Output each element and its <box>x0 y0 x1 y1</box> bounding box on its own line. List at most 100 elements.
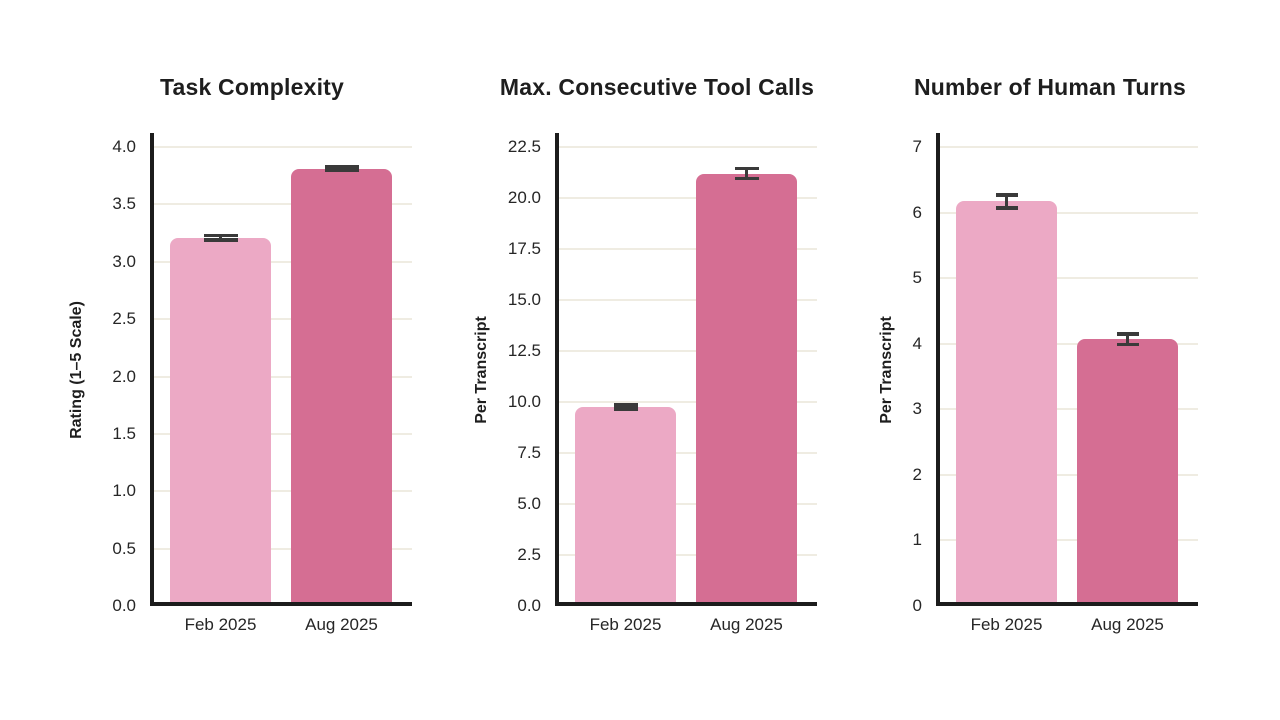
y-tick-label: 0.0 <box>517 596 541 615</box>
x-tick-label-aug-2025: Aug 2025 <box>1091 615 1164 634</box>
gridline <box>938 211 1198 214</box>
y-tick-label: 2.5 <box>112 309 136 329</box>
chart-title: Number of Human Turns <box>913 74 1187 100</box>
chart-title: Max. Consecutive Tool Calls <box>499 74 815 100</box>
y-tick-label: 1.0 <box>112 481 136 501</box>
bar-aug-2025 <box>291 168 392 606</box>
error-cap-top-aug-2025 <box>734 166 759 171</box>
y-tick-label: 5.0 <box>517 494 541 513</box>
y-tick-labels: 0 1 2 3 4 5 6 7 <box>902 133 936 615</box>
y-tick-label: 2 <box>912 464 922 484</box>
y-tick-label: 4.0 <box>112 137 136 156</box>
y-tick-label: 5 <box>912 268 922 288</box>
gridline <box>938 408 1198 411</box>
y-tick-label: 10.0 <box>507 392 541 411</box>
error-bar-feb-2025 <box>219 235 222 240</box>
x-tick-labels: Feb 2025 Aug 2025 <box>150 615 412 643</box>
gridline <box>938 277 1198 280</box>
gridline <box>557 401 817 403</box>
y-axis-label-column: Per Transcript <box>872 133 902 606</box>
x-tick-label-aug-2025: Aug 2025 <box>305 615 378 634</box>
x-axis-line <box>555 602 817 606</box>
y-tick-label: 12.5 <box>507 341 541 360</box>
y-axis-line <box>555 133 559 606</box>
chart-title: Task Complexity <box>159 74 345 100</box>
error-cap-top-feb-2025 <box>613 403 638 407</box>
y-tick-label: 15.0 <box>507 290 541 309</box>
gridline <box>557 452 817 454</box>
error-cap-bottom-feb-2025 <box>995 206 1018 210</box>
x-axis-line <box>936 602 1198 606</box>
chart-max-consecutive-tool-calls: Max. Consecutive Tool Calls Per Transcrip… <box>467 74 817 643</box>
y-tick-label: 20.0 <box>507 188 541 207</box>
gridline <box>938 146 1198 148</box>
gridline <box>557 299 817 301</box>
gridline <box>152 432 412 435</box>
gridline <box>557 554 817 556</box>
gridline <box>152 260 412 263</box>
chart-task-complexity: Task Complexity Rating (1–5 Scale) 0.0 0.5 1… <box>62 74 412 643</box>
chart-body: Rating (1–5 Scale) 0.0 0.5 1.0 1.5 2.0 2.5 3.0 3… <box>62 133 412 615</box>
y-tick-label: 1.5 <box>112 423 136 443</box>
y-axis-label: Per Transcript <box>878 315 895 424</box>
error-cap-top-feb-2025 <box>203 233 238 238</box>
gridline <box>557 350 817 352</box>
chart-body: Per Transcript 0.0 2.5 5.0 7.5 10.0 12.5 15.0 17… <box>467 133 817 615</box>
plot-area <box>936 133 1198 606</box>
chart-number-of-human-turns: Number of Human Turns Per Transcript 0 1 2 3 4… <box>872 74 1198 643</box>
error-bar-feb-2025 <box>1005 194 1008 208</box>
error-cap-bottom-aug-2025 <box>1116 342 1139 347</box>
y-tick-label: 1 <box>912 530 922 550</box>
y-tick-labels: 0.0 2.5 5.0 7.5 10.0 12.5 15.0 17.5 20.0 22.5 <box>497 133 555 615</box>
gridline <box>152 146 412 148</box>
error-cap-top-aug-2025 <box>1116 332 1139 336</box>
gridline <box>557 197 817 199</box>
gridline <box>557 248 817 250</box>
plot-area <box>555 133 817 606</box>
y-axis-label-column: Per Transcript <box>467 133 497 606</box>
y-tick-label: 3.0 <box>112 251 136 271</box>
error-cap-bottom-feb-2025 <box>203 238 238 242</box>
gridline <box>152 318 412 321</box>
gridline <box>152 375 412 378</box>
bar-feb-2025 <box>956 201 1057 606</box>
y-axis-label-column: Rating (1–5 Scale) <box>62 133 92 606</box>
x-tick-label-feb-2025: Feb 2025 <box>589 615 662 634</box>
error-cap-top-aug-2025 <box>324 165 359 169</box>
chart-body: Per Transcript 0 1 2 3 4 5 6 7 <box>872 133 1198 615</box>
error-bar-feb-2025 <box>624 405 627 410</box>
y-tick-label: 6 <box>912 202 922 222</box>
gridline <box>152 203 412 206</box>
y-tick-label: 0 <box>912 596 922 615</box>
y-tick-label: 2.0 <box>112 366 136 386</box>
error-cap-bottom-feb-2025 <box>613 407 638 411</box>
y-axis-line <box>936 133 940 606</box>
error-bar-aug-2025 <box>1126 333 1129 345</box>
y-tick-label: 4 <box>912 333 922 353</box>
gridline <box>938 473 1198 476</box>
y-tick-label: 3.5 <box>112 194 136 214</box>
bar-feb-2025 <box>575 407 676 606</box>
gridline <box>557 503 817 505</box>
x-tick-label-feb-2025: Feb 2025 <box>970 615 1043 634</box>
y-axis-label: Per Transcript <box>473 315 490 424</box>
x-tick-label-feb-2025: Feb 2025 <box>184 615 257 634</box>
gridline <box>152 490 412 493</box>
x-tick-label-aug-2025: Aug 2025 <box>710 615 783 634</box>
y-tick-labels: 0.0 0.5 1.0 1.5 2.0 2.5 3.0 3.5 4.0 <box>92 133 150 615</box>
y-tick-label: 0.5 <box>112 538 136 558</box>
bar-feb-2025 <box>170 237 271 606</box>
y-tick-label: 7 <box>912 137 922 156</box>
error-cap-top-feb-2025 <box>995 193 1018 197</box>
x-tick-labels: Feb 2025 Aug 2025 <box>936 615 1198 643</box>
error-bar-aug-2025 <box>745 168 748 179</box>
gridline <box>938 539 1198 542</box>
y-axis-label: Rating (1–5 Scale) <box>68 300 85 439</box>
x-axis-line <box>150 602 412 606</box>
gridline <box>152 547 412 550</box>
x-tick-labels: Feb 2025 Aug 2025 <box>555 615 817 643</box>
gridline <box>557 146 817 148</box>
y-tick-label: 3 <box>912 399 922 419</box>
y-tick-label: 0.0 <box>112 596 136 615</box>
